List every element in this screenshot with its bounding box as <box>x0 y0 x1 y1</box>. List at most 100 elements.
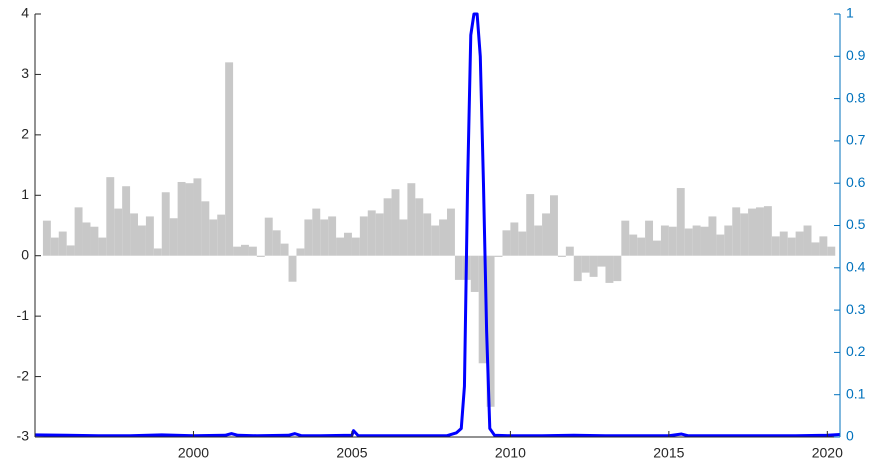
bar <box>439 219 448 256</box>
bar <box>169 218 178 256</box>
bar <box>637 237 646 256</box>
bar <box>573 255 582 282</box>
bar <box>565 246 574 256</box>
y2-tick-label: 0.5 <box>846 216 866 232</box>
bar <box>256 255 265 257</box>
bar <box>581 255 590 273</box>
bar <box>621 220 630 256</box>
bar <box>336 237 345 256</box>
bar <box>74 207 83 256</box>
bar <box>161 192 170 256</box>
bar <box>312 208 321 256</box>
bar <box>740 213 749 256</box>
bar <box>668 226 677 256</box>
y2-tick-label: 1 <box>846 5 854 21</box>
x-tick-label: 2000 <box>178 445 209 461</box>
bar <box>415 198 424 256</box>
bar <box>732 207 741 256</box>
y2-tick-label: 0.4 <box>846 259 866 275</box>
bar <box>510 222 519 256</box>
bar <box>557 255 566 257</box>
bar <box>138 225 146 256</box>
bar <box>383 198 392 256</box>
bar <box>811 242 820 256</box>
bar <box>288 255 297 282</box>
bar <box>526 194 535 256</box>
line <box>34 12 841 438</box>
bar <box>423 213 432 256</box>
y-tick-label: -2 <box>17 367 30 383</box>
bar <box>177 181 186 256</box>
y-tick-label: 1 <box>21 186 29 202</box>
y2-tick-label: 0.8 <box>846 89 866 105</box>
bar <box>716 234 725 256</box>
bar <box>193 178 202 256</box>
bar <box>320 219 329 256</box>
bar <box>447 208 455 256</box>
bar <box>351 237 360 256</box>
bar <box>597 255 606 267</box>
bar <box>50 237 59 256</box>
y-tick-label: -3 <box>17 428 30 444</box>
y2-tick-label: 0 <box>846 428 854 444</box>
bar <box>201 201 210 256</box>
bar <box>106 177 115 256</box>
bar <box>645 220 654 256</box>
bar <box>233 246 242 256</box>
x-tick-label: 2015 <box>653 445 684 461</box>
y2-tick-label: 0.7 <box>846 132 866 148</box>
bar <box>454 255 463 280</box>
bar <box>605 255 614 283</box>
bar <box>700 226 709 256</box>
y2-tick-label: 0.2 <box>846 343 866 359</box>
bar <box>296 248 305 256</box>
bar <box>42 220 51 256</box>
bar <box>359 216 368 256</box>
bar <box>779 231 788 256</box>
bar <box>304 219 313 256</box>
bar <box>272 230 281 256</box>
bar <box>209 219 218 256</box>
bar <box>787 237 796 256</box>
bar <box>756 207 764 256</box>
bar <box>724 225 733 256</box>
x-tick-label: 2020 <box>812 445 843 461</box>
x-tick-label: 2005 <box>336 445 367 461</box>
bar <box>431 225 440 256</box>
bar <box>589 255 598 277</box>
y2-tick-label: 0.9 <box>846 47 866 63</box>
bar <box>58 231 67 256</box>
y-tick-label: 3 <box>21 65 29 81</box>
bar <box>280 243 289 256</box>
x-tick-label: 2010 <box>495 445 526 461</box>
bar <box>684 228 693 256</box>
bar <box>328 216 337 256</box>
bar <box>494 255 503 257</box>
bar <box>692 225 701 256</box>
bar <box>502 230 511 256</box>
bar <box>391 189 400 256</box>
bar <box>264 217 273 256</box>
bar <box>708 216 717 256</box>
bar <box>375 213 384 256</box>
bar <box>399 219 408 256</box>
y-tick-label: 0 <box>21 246 29 262</box>
bar <box>367 210 376 256</box>
bar <box>407 183 416 256</box>
bar <box>478 255 487 364</box>
bar <box>217 214 226 256</box>
bar <box>114 208 123 256</box>
bar <box>185 183 194 256</box>
bar <box>241 244 249 256</box>
bar <box>344 232 352 256</box>
bar <box>542 213 551 256</box>
bar <box>660 225 669 256</box>
y-tick-label: 2 <box>21 126 29 142</box>
bar <box>130 213 139 256</box>
bar <box>653 240 661 256</box>
bar <box>225 62 234 256</box>
bar <box>763 206 772 256</box>
bar <box>145 216 154 256</box>
bar <box>827 246 836 256</box>
